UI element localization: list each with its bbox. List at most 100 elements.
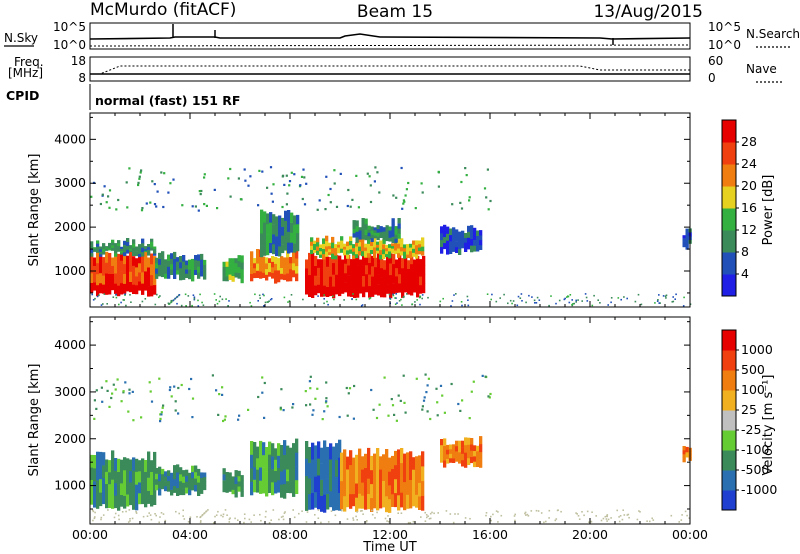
heatmap-cell bbox=[128, 392, 131, 395]
heatmap-cell bbox=[355, 483, 359, 498]
heatmap-cell bbox=[400, 298, 402, 301]
heatmap-cell bbox=[414, 301, 416, 303]
heatmap-cell bbox=[464, 437, 468, 446]
heatmap-cell bbox=[555, 302, 557, 305]
colorbar-swatch bbox=[722, 390, 736, 411]
heatmap-cell bbox=[265, 257, 269, 264]
heatmap-cell bbox=[154, 303, 157, 306]
heatmap-cell bbox=[96, 465, 100, 481]
heatmap-cell bbox=[326, 446, 330, 463]
heatmap-cell bbox=[188, 269, 192, 275]
heatmap-cell bbox=[472, 380, 475, 383]
heatmap-cell bbox=[398, 300, 401, 302]
heatmap-cell bbox=[325, 246, 329, 252]
heatmap-cell bbox=[407, 268, 411, 278]
heatmap-cell bbox=[416, 276, 420, 288]
heatmap-cell bbox=[240, 475, 244, 481]
heatmap-cell bbox=[250, 305, 253, 307]
y-tick-label: 1000 bbox=[54, 478, 86, 493]
heatmap-cell bbox=[338, 265, 342, 276]
heatmap-cell bbox=[93, 517, 96, 520]
heatmap-cell bbox=[263, 294, 265, 297]
heatmap-cell bbox=[361, 250, 365, 257]
heatmap-cell bbox=[188, 489, 192, 496]
heatmap-cell bbox=[418, 243, 422, 248]
heatmap-cell bbox=[373, 480, 377, 495]
heatmap-cell bbox=[376, 494, 380, 511]
heatmap-cell bbox=[464, 237, 468, 243]
heatmap-cell bbox=[398, 255, 402, 265]
heatmap-cell bbox=[90, 241, 94, 246]
nave-trace bbox=[90, 65, 690, 75]
heatmap-cell bbox=[291, 406, 294, 409]
heatmap-cell bbox=[250, 266, 254, 274]
heatmap-cell bbox=[376, 236, 380, 241]
heatmap-cell bbox=[140, 169, 143, 172]
heatmap-cell bbox=[237, 418, 240, 421]
heatmap-cell bbox=[135, 267, 139, 277]
heatmap-cell bbox=[138, 253, 142, 264]
heatmap-cell bbox=[317, 267, 321, 277]
heatmap-cell bbox=[597, 299, 599, 301]
heatmap-cell bbox=[293, 215, 297, 225]
heatmap-cell bbox=[485, 512, 488, 514]
heatmap-cell bbox=[362, 254, 366, 266]
heatmap-cell bbox=[231, 269, 235, 276]
heatmap-cell bbox=[362, 265, 366, 276]
heatmap-cell bbox=[512, 300, 515, 302]
heatmap-cell bbox=[278, 215, 282, 226]
heatmap-cell bbox=[371, 509, 373, 512]
colorbar-swatch bbox=[722, 142, 736, 165]
heatmap-cell bbox=[350, 287, 354, 297]
heatmap-cell bbox=[409, 522, 412, 524]
heatmap-cell bbox=[173, 478, 177, 486]
heatmap-cell bbox=[237, 519, 239, 521]
heatmap-cell bbox=[244, 179, 247, 182]
heatmap-cell bbox=[437, 170, 440, 173]
heatmap-cell bbox=[113, 516, 116, 519]
heatmap-cell bbox=[144, 483, 148, 496]
heatmap-cell bbox=[200, 477, 204, 484]
y-tick-label: 4000 bbox=[54, 337, 86, 352]
heatmap-cell bbox=[99, 249, 103, 252]
heatmap-cell bbox=[362, 513, 364, 515]
heatmap-cell bbox=[106, 389, 109, 392]
heatmap-cell bbox=[658, 302, 660, 304]
heatmap-cell bbox=[520, 293, 523, 295]
heatmap-cell bbox=[274, 257, 278, 264]
heatmap-cell bbox=[395, 284, 399, 293]
heatmap-cell bbox=[424, 373, 427, 376]
heatmap-cell bbox=[138, 460, 142, 472]
heatmap-cell bbox=[427, 377, 430, 380]
heatmap-cell bbox=[576, 513, 578, 515]
heatmap-cell bbox=[308, 263, 312, 276]
heatmap-cell bbox=[132, 239, 136, 244]
heatmap-cell bbox=[358, 448, 362, 464]
heatmap-cell bbox=[167, 475, 171, 482]
heatmap-cell bbox=[99, 478, 103, 493]
heatmap-cell bbox=[108, 253, 112, 264]
heatmap-cell bbox=[634, 300, 637, 303]
heatmap-cell bbox=[174, 409, 177, 412]
heatmap-cell bbox=[540, 512, 543, 514]
heatmap-cell bbox=[257, 300, 259, 302]
heatmap-cell bbox=[274, 459, 278, 471]
heatmap-cell bbox=[374, 285, 378, 295]
heatmap-cell bbox=[361, 228, 365, 235]
heatmap-cell bbox=[604, 515, 607, 518]
heatmap-cell bbox=[351, 198, 354, 201]
heatmap-cell bbox=[349, 244, 353, 250]
heatmap-cell bbox=[111, 281, 115, 291]
heatmap-cell bbox=[154, 513, 156, 515]
heatmap-cell bbox=[682, 458, 686, 463]
heatmap-cell bbox=[190, 377, 193, 381]
heatmap-cell bbox=[309, 403, 312, 406]
heatmap-cell bbox=[347, 265, 351, 276]
heatmap-cell bbox=[132, 275, 136, 285]
heatmap-cell bbox=[386, 265, 390, 275]
heatmap-cell bbox=[688, 517, 691, 519]
heatmap-cell bbox=[237, 470, 241, 477]
heatmap-cell bbox=[314, 492, 318, 508]
heatmap-cell bbox=[340, 244, 344, 249]
heatmap-cell bbox=[394, 234, 398, 239]
